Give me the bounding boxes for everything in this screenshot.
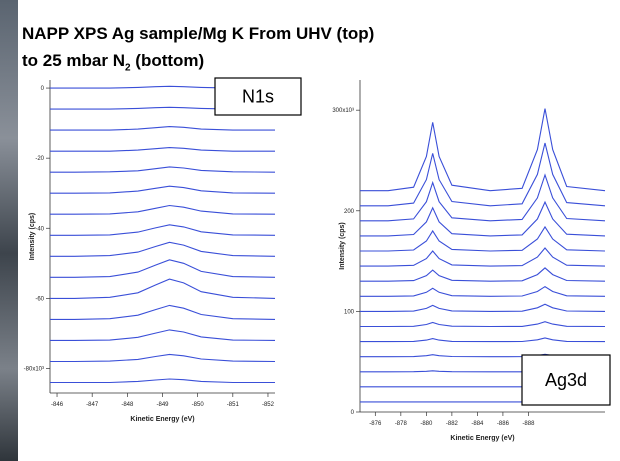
y-tick-label: 200 [344, 209, 355, 215]
y-tick-label: 300x10³ [332, 108, 354, 114]
spectrum-line [360, 173, 606, 222]
peak-label: N1s [242, 87, 274, 107]
title: NAPP XPS Ag sample/Mg K From UHV (top) t… [22, 20, 374, 81]
title-text: (bottom) [135, 51, 205, 70]
y-tick-label: -40 [35, 226, 44, 232]
spectrum-line [50, 126, 275, 131]
y-axis-label: Intensity (cps) [29, 213, 36, 260]
x-tick-label: -851 [227, 402, 240, 408]
spectrum-line [50, 224, 276, 236]
spectrum-line [50, 304, 276, 320]
peak-label: Ag3d [545, 370, 587, 390]
spectrum-line [50, 185, 276, 194]
x-tick-label: -882 [446, 421, 459, 427]
spectrum-line [360, 285, 606, 297]
x-tick-label: -886 [497, 421, 510, 427]
spectrum-line [360, 337, 606, 343]
x-tick-label: -846 [51, 402, 64, 408]
x-tick-label: -884 [471, 421, 484, 427]
spectrum-line [360, 142, 606, 207]
y-axis-label: Intensity (cps) [339, 222, 346, 269]
y-tick-label: -80x10³ [24, 366, 44, 372]
y-tick-label: -20 [35, 156, 44, 162]
x-tick-label: -878 [395, 421, 408, 427]
spectrum-line [50, 259, 276, 278]
spectrum-line [50, 204, 276, 215]
x-tick-label: -849 [156, 402, 169, 408]
title-text: to 25 mbar N [22, 51, 125, 70]
spectrum-line [50, 353, 276, 363]
spectrum-line [50, 166, 276, 173]
title-subscript: 2 [124, 62, 131, 74]
x-tick-label: -876 [369, 421, 382, 427]
spectrum-line [360, 247, 606, 267]
x-tick-label: -850 [192, 402, 205, 408]
y-tick-label: 0 [351, 410, 355, 416]
y-tick-label: 100 [344, 309, 355, 315]
spectrum-line [360, 321, 606, 328]
spectrum-line [360, 303, 606, 312]
label-box [521, 354, 611, 406]
x-axis-label: Kinetic Energy (eV) [130, 416, 194, 423]
spectrum-line [50, 278, 276, 299]
x-tick-label: -848 [121, 402, 134, 408]
spectrum-line [360, 200, 606, 237]
spectrum-line [50, 147, 275, 152]
title-line: to 25 mbar N2 (bottom) [22, 47, 374, 81]
spectrum-line [50, 378, 275, 384]
spectrum-line [360, 267, 606, 282]
spectrum-line [50, 329, 276, 341]
y-tick-label: 0 [41, 86, 45, 92]
background-photo [0, 0, 18, 461]
x-axis-label: Kinetic Energy (eV) [450, 435, 514, 442]
x-tick-label: -847 [86, 402, 99, 408]
x-tick-label: -880 [420, 421, 433, 427]
x-tick-label: -852 [262, 402, 275, 408]
y-tick-label: -60 [35, 296, 44, 302]
spectrum-line [50, 241, 276, 257]
spectrum-line [360, 108, 606, 192]
label-box [214, 77, 302, 116]
spectrum-line [360, 225, 606, 252]
title-line: NAPP XPS Ag sample/Mg K From UHV (top) [22, 24, 375, 43]
x-tick-label: -888 [522, 421, 535, 427]
